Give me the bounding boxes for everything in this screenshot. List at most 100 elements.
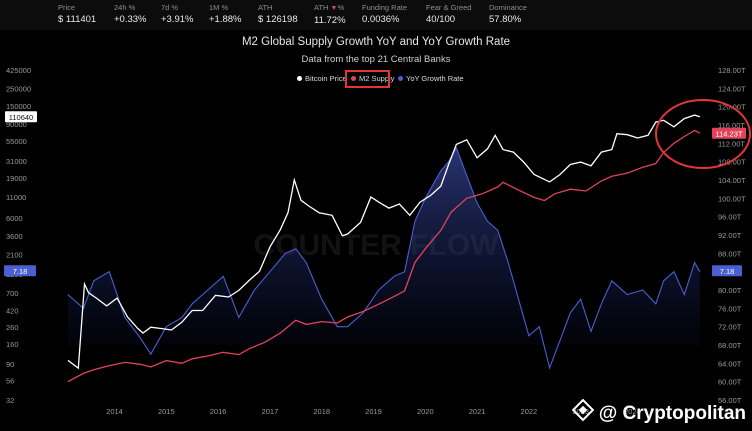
right-yoy-tag: 7.18 — [720, 267, 735, 276]
left-axis-tick-label: 31000 — [6, 157, 27, 166]
left-axis-tick-label: 90000 — [6, 120, 27, 129]
chart-plot: COUNTER FLOW4250002500001500009000055000… — [4, 66, 751, 416]
right-axis-tick-label: 108.00T — [718, 158, 746, 167]
left-axis-tick-label: 250000 — [6, 84, 31, 93]
stat-price: Price $ 111401 — [58, 3, 96, 27]
legend-item-bitcoin[interactable]: Bitcoin Price — [297, 74, 347, 83]
stats-bar: Price $ 111401 24h % +0.33% 7d % +3.91% … — [0, 0, 752, 30]
stat-1m: 1M % +1.88% — [209, 3, 242, 27]
bitcoin-line — [67, 114, 701, 370]
left-axis-tick-label: 160 — [6, 340, 19, 349]
stat-24h: 24h % +0.33% — [114, 3, 147, 27]
left-axis-tick-label: 2100 — [6, 251, 23, 260]
x-axis-tick-label: 2018 — [313, 407, 330, 416]
left-axis-tick-label: 700 — [6, 289, 19, 298]
right-axis-tick-label: 68.00T — [718, 341, 742, 350]
x-axis-tick-label: 2015 — [158, 407, 175, 416]
stat-value: 57.80% — [489, 14, 522, 25]
left-axis-tick-label: 55000 — [6, 137, 27, 146]
legend-label: Bitcoin Price — [305, 74, 347, 83]
stat-label: Dominance — [489, 3, 527, 12]
stat-label: ATH — [314, 3, 329, 12]
stat-value: 11.72% — [314, 15, 346, 26]
cryptopolitan-watermark: @ Cryptopolitan — [571, 398, 746, 425]
stat-value: +0.33% — [114, 14, 147, 25]
stat-funding-rate: Funding Rate 0.0036% — [362, 3, 407, 27]
left-axis-tick-label: 150000 — [6, 102, 31, 111]
right-axis-tick-label: 88.00T — [718, 249, 742, 258]
left-axis-tick-label: 3600 — [6, 232, 23, 241]
legend-dot-icon — [398, 76, 403, 81]
right-axis-tick-label: 72.00T — [718, 323, 742, 332]
stat-ath: ATH $ 126198 — [258, 3, 298, 27]
x-axis-tick-label: 2014 — [106, 407, 123, 416]
right-m2-tag: 114.23T — [716, 129, 743, 138]
left-axis-tick-label: 6000 — [6, 214, 23, 223]
cryptopolitan-logo-icon — [571, 398, 595, 422]
highlight-circle — [655, 99, 751, 169]
stat-label: 7d % — [161, 3, 179, 12]
x-axis-tick-label: 2024 — [624, 407, 641, 416]
legend-item-yoy[interactable]: YoY Growth Rate — [398, 74, 464, 83]
left-price-tag-bg — [5, 111, 37, 123]
stat-ath-change: ATH ▼% 11.72% — [314, 3, 346, 28]
legend-label: YoY Growth Rate — [406, 74, 464, 83]
right-axis-tick-label: 128.00T — [718, 66, 746, 75]
left-yoy-tag-bg — [4, 265, 36, 277]
x-axis-tick-label: 2017 — [262, 407, 279, 416]
stat-7d: 7d % +3.91% — [161, 3, 194, 27]
right-axis-tick-label: 124.00T — [718, 84, 746, 93]
left-axis-tick-label: 425000 — [6, 66, 31, 75]
chart-area: COUNTER FLOW 425000 250000 150000 90000 55000… — [0, 30, 752, 431]
stat-label-row: ATH ▼% — [314, 3, 345, 12]
stat-fear-greed: Fear & Greed 40/100 — [426, 3, 471, 27]
left-axis-tick-label: 56 — [6, 377, 14, 386]
stat-label: Funding Rate — [362, 3, 408, 12]
right-axis-tick-label: 104.00T — [718, 176, 746, 185]
left-axis-tick-label: 19000 — [6, 174, 27, 183]
legend-dot-icon — [297, 76, 302, 81]
m2-line — [67, 129, 701, 383]
x-axis-tick-label: 2016 — [210, 407, 227, 416]
yoy-area — [67, 147, 700, 368]
x-axis-tick-label: 2020 — [417, 407, 434, 416]
x-axis-tick-label: 2019 — [365, 407, 382, 416]
right-axis-tick-label: 116.00T — [718, 121, 745, 130]
x-axis-tick-label: 2021 — [469, 407, 486, 416]
stat-label: Fear & Greed — [426, 3, 472, 12]
chart-title: M2 Global Supply Growth YoY and YoY Grow… — [241, 36, 511, 48]
legend-item-m2[interactable]: M2 Supply — [351, 74, 394, 83]
right-axis-tick-label: 100.00T — [718, 194, 746, 203]
legend-label: M2 Supply — [359, 74, 395, 83]
stat-value: 40/100 — [426, 14, 456, 25]
chart-subtitle: Data from the top 21 Central Banks — [301, 54, 451, 65]
stat-value: 0.0036% — [362, 14, 400, 25]
left-axis-tick-label: 90 — [6, 360, 14, 369]
stat-label: ATH — [258, 3, 273, 12]
stat-value: $ 111401 — [58, 14, 97, 25]
right-axis-tick-label: 56.00T — [718, 396, 742, 405]
watermark-text: @ Cryptopolitan — [598, 403, 746, 424]
right-axis-tick-label: 60.00T — [718, 378, 742, 387]
right-m2-tag-bg — [712, 127, 746, 139]
legend-dot-icon — [351, 76, 356, 81]
stat-label: 1M % — [209, 3, 229, 12]
chart-legend: Bitcoin Price M2 Supply YoY Growth Rate — [0, 72, 752, 88]
right-axis-tick-label: 80.00T — [718, 286, 742, 295]
right-axis-tick-label: 76.00T — [718, 304, 742, 313]
stat-label: 24h % — [114, 3, 136, 12]
left-axis-tick-label: 32 — [6, 396, 14, 405]
left-axis-tick-label: 420 — [6, 307, 19, 316]
x-axis-tick-label: 2022 — [521, 407, 538, 416]
left-yoy-tag: 7.18 — [13, 267, 28, 276]
left-axis-tick-label: 260 — [6, 323, 19, 332]
stat-value: $ 126198 — [258, 14, 298, 25]
right-yoy-tag-bg — [712, 265, 742, 277]
left-price-tag: 110640 — [9, 113, 33, 122]
left-axis-tick-label: 11000 — [6, 193, 26, 202]
stat-dominance: Dominance 57.80% — [489, 3, 527, 27]
right-axis-tick-label: 64.00T — [718, 359, 742, 368]
stat-value: +1.88% — [209, 14, 242, 25]
stat-value: +3.91% — [161, 14, 194, 25]
stat-label: Price — [58, 3, 76, 12]
